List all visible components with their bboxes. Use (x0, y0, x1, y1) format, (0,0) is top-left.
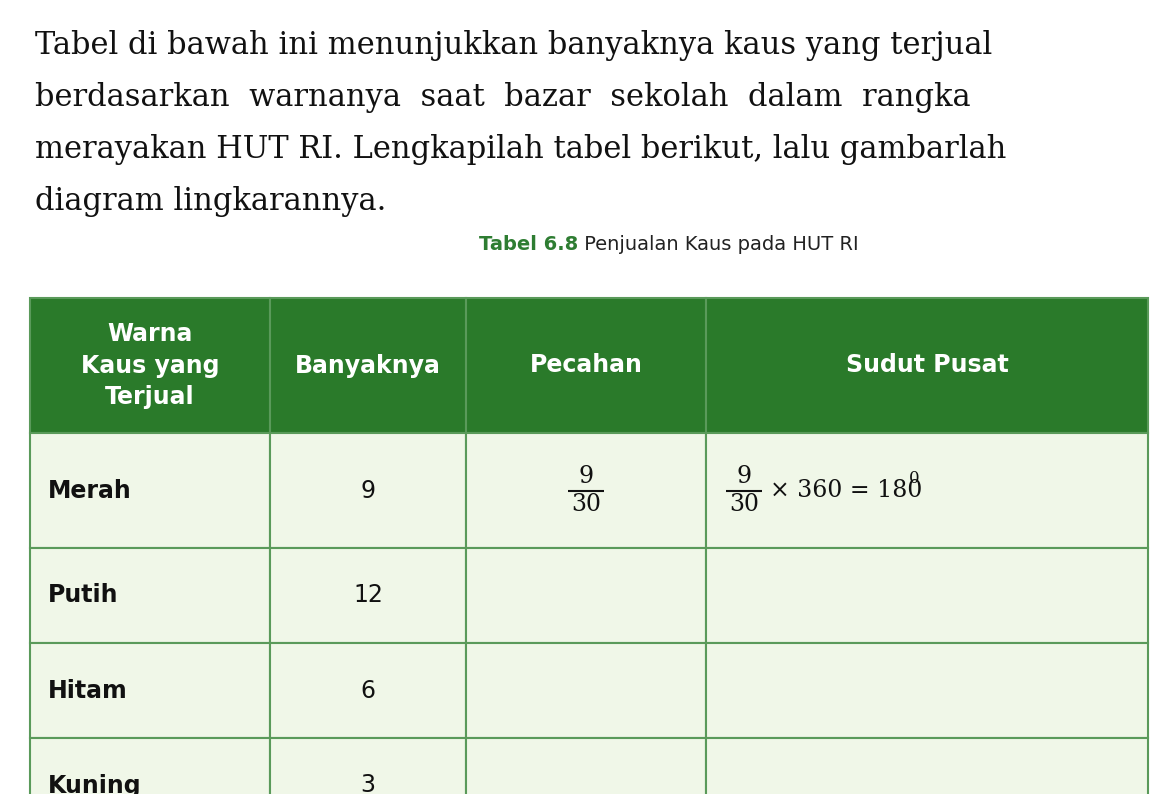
Text: 30: 30 (572, 493, 601, 516)
Text: Tabel di bawah ini menunjukkan banyaknya kaus yang terjual: Tabel di bawah ini menunjukkan banyaknya… (35, 30, 993, 61)
Text: 6: 6 (361, 679, 375, 703)
Text: × 360 = 180: × 360 = 180 (770, 479, 923, 502)
Text: berdasarkan  warnanya  saat  bazar  sekolah  dalam  rangka: berdasarkan warnanya saat bazar sekolah … (35, 82, 970, 113)
Text: Warna
Kaus yang
Terjual: Warna Kaus yang Terjual (81, 322, 220, 409)
Text: 12: 12 (353, 584, 383, 607)
Bar (707, 433, 1148, 548)
Bar (466, 298, 707, 433)
Text: diagram lingkarannya.: diagram lingkarannya. (35, 186, 387, 217)
Bar (31, 548, 270, 643)
Bar (270, 738, 466, 794)
Bar (466, 548, 707, 643)
Bar (270, 298, 466, 433)
Bar (31, 738, 270, 794)
Bar (707, 298, 1148, 433)
Bar (707, 643, 1148, 738)
Bar (270, 433, 466, 548)
Bar (707, 548, 1148, 643)
Text: 3: 3 (361, 773, 375, 794)
Text: Penjualan Kaus pada HUT RI: Penjualan Kaus pada HUT RI (577, 236, 858, 255)
Text: 9: 9 (737, 465, 751, 488)
Text: 0: 0 (908, 470, 918, 487)
Bar (31, 433, 270, 548)
Bar (31, 298, 270, 433)
Bar (31, 643, 270, 738)
Text: Putih: Putih (48, 584, 119, 607)
Bar (707, 738, 1148, 794)
Bar (270, 643, 466, 738)
Text: 9: 9 (579, 465, 594, 488)
Bar (466, 643, 707, 738)
Text: Sudut Pusat: Sudut Pusat (846, 353, 1009, 377)
Text: merayakan HUT RI. Lengkapilah tabel berikut, lalu gambarlah: merayakan HUT RI. Lengkapilah tabel beri… (35, 134, 1007, 165)
Text: 9: 9 (361, 479, 375, 503)
Text: Merah: Merah (48, 479, 132, 503)
Text: Pecahan: Pecahan (529, 353, 642, 377)
Text: Hitam: Hitam (48, 679, 128, 703)
Text: Kuning: Kuning (48, 773, 141, 794)
Text: Banyaknya: Banyaknya (295, 353, 441, 377)
Text: 30: 30 (729, 493, 760, 516)
Bar (466, 738, 707, 794)
Bar (270, 548, 466, 643)
Text: Tabel 6.8: Tabel 6.8 (479, 236, 577, 255)
Bar (466, 433, 707, 548)
